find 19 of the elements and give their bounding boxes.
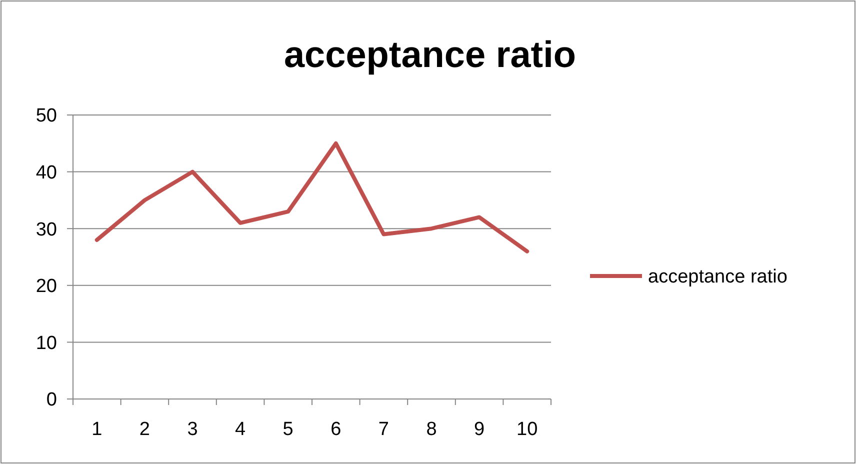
y-tick-label: 0	[46, 390, 57, 411]
x-tick-label: 2	[139, 419, 150, 440]
x-tick-label: 4	[235, 419, 246, 440]
x-tick-label: 7	[378, 419, 389, 440]
x-tick-label: 5	[282, 419, 294, 440]
line-series	[94, 141, 530, 254]
x-tick-label: 6	[330, 419, 342, 440]
y-tick-label: 50	[36, 106, 57, 127]
chart-title: acceptance ratio	[284, 34, 576, 75]
y-tick-label: 30	[36, 219, 57, 240]
x-tick-label: 9	[474, 419, 485, 440]
x-tick-label: 1	[92, 419, 102, 440]
y-tick-label: 10	[36, 332, 57, 354]
x-tick-label: 3	[187, 419, 198, 440]
y-tick-label: 20	[36, 276, 57, 298]
legend-label: acceptance ratio	[648, 266, 788, 288]
x-tick-label: 10	[516, 419, 538, 440]
y-tick-label: 40	[36, 162, 57, 184]
x-tick-label: 8	[426, 419, 437, 440]
